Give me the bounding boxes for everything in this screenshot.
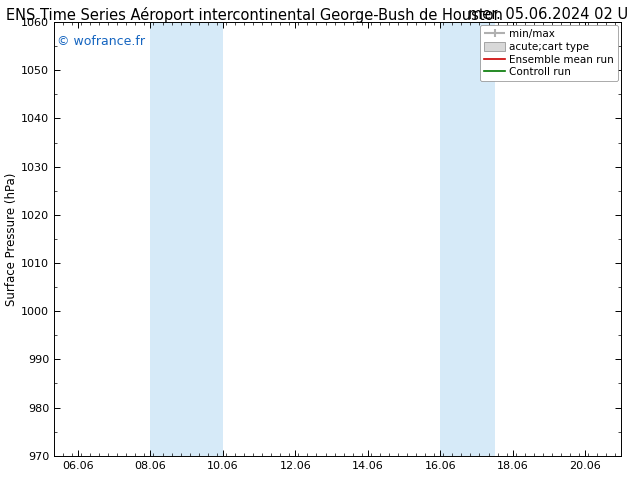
- Legend: min/max, acute;cart type, Ensemble mean run, Controll run: min/max, acute;cart type, Ensemble mean …: [480, 25, 618, 81]
- Y-axis label: Surface Pressure (hPa): Surface Pressure (hPa): [5, 172, 18, 306]
- Text: © wofrance.fr: © wofrance.fr: [56, 35, 145, 48]
- Bar: [150, 22, 223, 456]
- Bar: [440, 22, 495, 456]
- Text: mer. 05.06.2024 02 U: mer. 05.06.2024 02 U: [467, 7, 628, 23]
- Text: ENS Time Series Aéroport intercontinental George-Bush de Houston: ENS Time Series Aéroport intercontinenta…: [6, 7, 503, 24]
